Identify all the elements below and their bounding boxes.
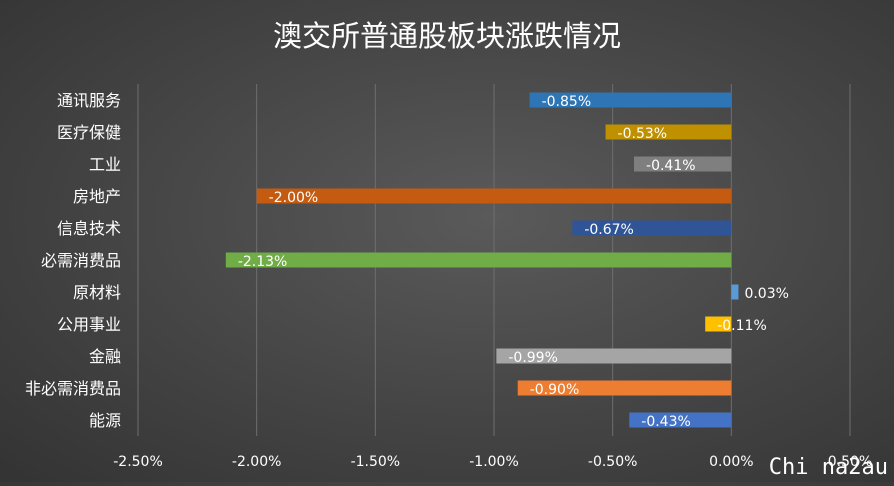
data-label: -0.90%	[530, 382, 580, 398]
bar	[572, 220, 732, 236]
data-label: -0.99%	[508, 350, 558, 366]
bar	[629, 412, 732, 428]
category-label: 必需消费品	[41, 251, 121, 270]
data-label: -0.41%	[646, 158, 696, 174]
bar	[605, 124, 732, 140]
bar	[634, 156, 732, 172]
watermark: Chi na2au	[768, 455, 888, 480]
data-label: -0.43%	[641, 414, 691, 430]
category-label: 非必需消费品	[25, 379, 121, 398]
category-label: 工业	[89, 155, 121, 174]
bar	[705, 316, 732, 332]
x-tick-label: -2.00%	[232, 454, 282, 470]
data-label: -0.67%	[584, 222, 634, 238]
x-tick-label: -0.50%	[588, 454, 638, 470]
category-label: 医疗保健	[57, 123, 121, 142]
bar	[517, 380, 732, 396]
bar	[529, 92, 732, 108]
bars	[225, 92, 739, 428]
data-label: -0.11%	[717, 318, 767, 334]
category-label: 房地产	[73, 187, 121, 206]
data-labels: -0.85% -0.53% -0.41% -2.00% -0.67% -2.13% 0.03…	[238, 94, 789, 430]
category-label: 金融	[89, 347, 121, 366]
category-label: 能源	[89, 411, 121, 430]
x-tick-label: -1.00%	[469, 454, 519, 470]
bar	[256, 188, 732, 204]
x-tick-label: -2.50%	[113, 454, 163, 470]
category-label: 公用事业	[57, 315, 121, 334]
x-tick-label: 0.50%	[828, 454, 872, 470]
category-label: 原材料	[73, 283, 121, 302]
category-label: 信息技术	[57, 219, 121, 238]
data-label: -2.13%	[238, 254, 288, 270]
x-tick-labels: -2.50% -2.00% -1.50% -1.00% -0.50% 0.00% 0.50%	[113, 454, 872, 470]
data-label: -2.00%	[269, 190, 319, 206]
data-label: -0.53%	[618, 126, 668, 142]
bar	[731, 284, 739, 300]
bar	[496, 348, 732, 364]
data-label: 0.03%	[744, 286, 788, 302]
data-label: -0.85%	[542, 94, 592, 110]
x-tick-label: 0.00%	[709, 454, 753, 470]
x-tick-label: -1.50%	[351, 454, 401, 470]
chart-title: 澳交所普通股板块涨跌情况	[273, 19, 621, 53]
category-label: 通讯服务	[57, 91, 121, 110]
bar	[225, 252, 732, 268]
